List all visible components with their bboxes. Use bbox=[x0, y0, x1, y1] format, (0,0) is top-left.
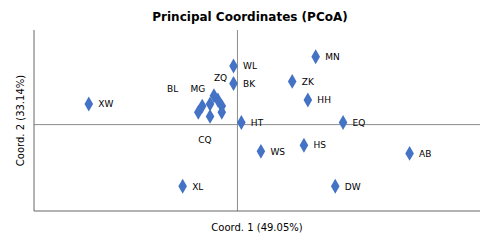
svg-text:BK: BK bbox=[243, 79, 256, 89]
svg-text:Coord. 2 (33.14%): Coord. 2 (33.14%) bbox=[15, 75, 26, 166]
svg-text:WL: WL bbox=[243, 61, 257, 71]
svg-text:HT: HT bbox=[251, 118, 264, 128]
svg-text:AB: AB bbox=[419, 149, 431, 159]
svg-text:CQ: CQ bbox=[198, 135, 211, 145]
svg-text:HH: HH bbox=[317, 95, 331, 105]
svg-text:Coord. 1 (49.05%): Coord. 1 (49.05%) bbox=[211, 222, 302, 233]
svg-text:XL: XL bbox=[192, 182, 203, 192]
svg-text:DW: DW bbox=[345, 182, 361, 192]
svg-text:ZQ: ZQ bbox=[214, 73, 227, 83]
svg-text:MN: MN bbox=[325, 52, 340, 62]
svg-text:HS: HS bbox=[313, 140, 326, 150]
svg-text:MG: MG bbox=[190, 84, 205, 94]
svg-text:WS: WS bbox=[270, 147, 285, 157]
svg-text:XW: XW bbox=[98, 99, 113, 109]
svg-text:ZK: ZK bbox=[302, 77, 315, 87]
svg-text:BL: BL bbox=[167, 84, 178, 94]
svg-text:EQ: EQ bbox=[353, 118, 366, 128]
html-text:Principal Coordinates (PCoA): Principal Coordinates (PCoA) bbox=[152, 10, 348, 24]
